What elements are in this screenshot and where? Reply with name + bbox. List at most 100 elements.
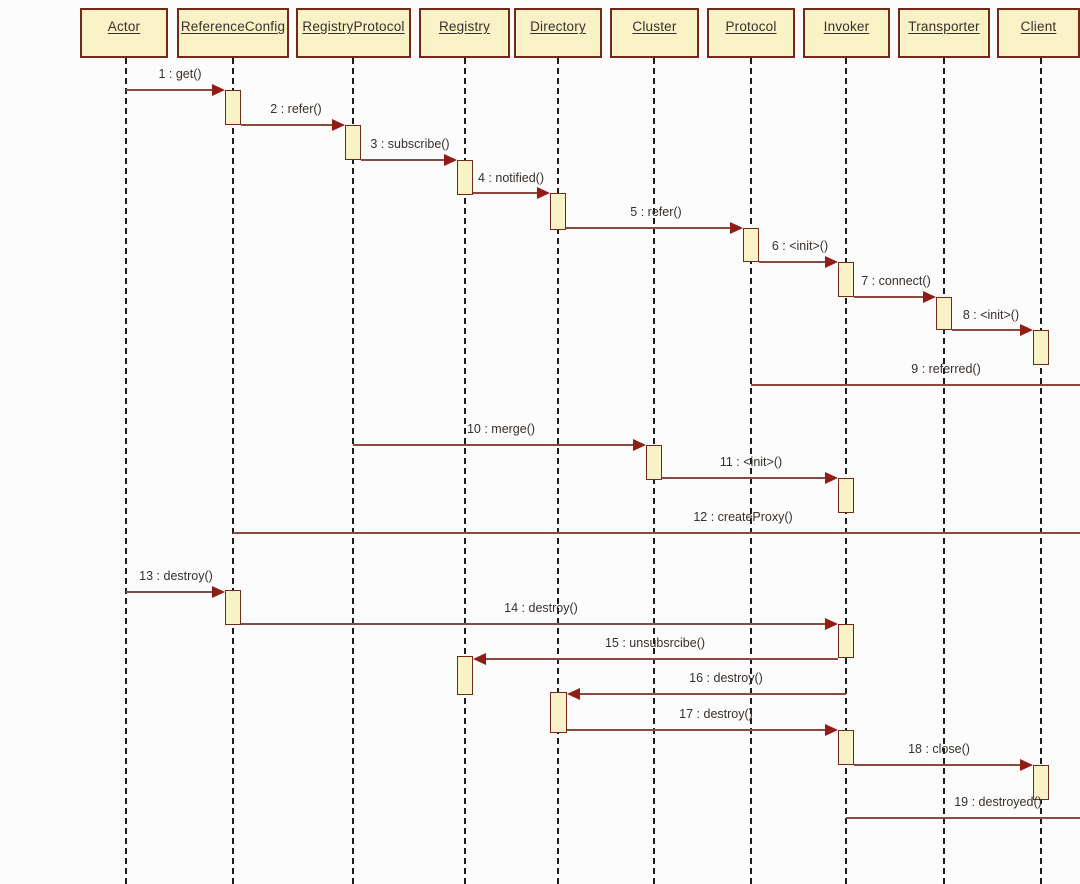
lifeline-actor — [125, 58, 127, 884]
activation-bar-registry — [457, 160, 473, 195]
message-label-8: 8 : <init>() — [962, 308, 1020, 322]
message-line-10 — [353, 444, 635, 446]
lifeline-name-label: Invoker — [823, 19, 870, 34]
lifeline-header-referenceconfig: ReferenceConfig — [177, 8, 289, 58]
arrowhead-right-icon — [444, 154, 457, 166]
lifeline-name-label: Actor — [107, 19, 141, 34]
lifeline-name-label: Client — [1020, 19, 1057, 34]
lifeline-client — [1040, 58, 1042, 884]
arrowhead-right-icon — [537, 187, 550, 199]
message-line-16 — [578, 693, 846, 695]
arrowhead-right-icon — [212, 586, 225, 598]
message-label-6: 6 : <init>() — [771, 239, 829, 253]
lifeline-invoker — [845, 58, 847, 884]
lifeline-header-protocol: Protocol — [707, 8, 795, 58]
arrowhead-right-icon — [825, 618, 838, 630]
message-line-15 — [484, 658, 838, 660]
message-label-7: 7 : connect() — [861, 274, 931, 288]
message-line-2 — [241, 124, 334, 126]
message-line-12 — [233, 532, 1080, 534]
activation-bar-registryprotocol — [345, 125, 361, 160]
message-label-4: 4 : notified() — [477, 171, 545, 185]
message-label-9: 9 : referred() — [911, 362, 981, 376]
lifeline-name-label: Directory — [530, 19, 586, 34]
message-label-2: 2 : refer() — [270, 102, 322, 116]
lifeline-directory — [557, 58, 559, 884]
activation-bar-cluster — [646, 445, 662, 480]
arrowhead-right-icon — [332, 119, 345, 131]
message-label-14: 14 : destroy() — [504, 601, 578, 615]
message-label-13: 13 : destroy() — [139, 569, 213, 583]
arrowhead-right-icon — [730, 222, 743, 234]
message-label-1: 1 : get() — [158, 67, 202, 81]
arrowhead-right-icon — [825, 724, 838, 736]
lifeline-name-label: ReferenceConfig — [180, 19, 286, 34]
message-line-9 — [751, 384, 1080, 386]
message-label-15: 15 : unsubsrcibe() — [604, 636, 706, 650]
arrowhead-right-icon — [825, 472, 838, 484]
activation-bar-client — [1033, 330, 1049, 365]
message-label-5: 5 : refer() — [630, 205, 682, 219]
activation-bar-registry — [457, 656, 473, 695]
message-line-11 — [662, 477, 827, 479]
message-label-10: 10 : merge() — [466, 422, 536, 436]
message-line-4 — [473, 192, 539, 194]
lifeline-header-registry: Registry — [419, 8, 510, 58]
message-label-17: 17 : destroy() — [679, 707, 753, 721]
activation-bar-invoker — [838, 624, 854, 658]
lifeline-registry — [464, 58, 466, 884]
activation-bar-invoker — [838, 262, 854, 297]
message-label-11: 11 : <init>() — [719, 455, 783, 469]
message-line-17 — [567, 729, 827, 731]
arrowhead-right-icon — [212, 84, 225, 96]
message-label-19: 19 : destroyed() — [954, 795, 1042, 809]
lifeline-header-client: Client — [997, 8, 1080, 58]
message-line-5 — [566, 227, 732, 229]
message-line-8 — [952, 329, 1022, 331]
activation-bar-client — [1033, 765, 1049, 800]
activation-bar-directory — [550, 692, 567, 733]
message-line-13 — [126, 591, 214, 593]
arrowhead-right-icon — [633, 439, 646, 451]
lifeline-registryprotocol — [352, 58, 354, 884]
lifeline-name-label: Protocol — [725, 19, 777, 34]
activation-bar-invoker — [838, 478, 854, 513]
lifeline-header-registryprotocol: RegistryProtocol — [296, 8, 411, 58]
lifeline-name-label: Transporter — [908, 19, 980, 34]
lifeline-header-invoker: Invoker — [803, 8, 890, 58]
lifeline-header-transporter: Transporter — [898, 8, 990, 58]
arrowhead-left-icon — [473, 653, 486, 665]
message-line-6 — [759, 261, 827, 263]
arrowhead-left-icon — [567, 688, 580, 700]
message-line-3 — [361, 159, 446, 161]
message-label-3: 3 : subscribe() — [370, 137, 450, 151]
lifeline-name-label: Cluster — [632, 19, 677, 34]
lifeline-protocol — [750, 58, 752, 884]
lifeline-header-actor: Actor — [80, 8, 168, 58]
activation-bar-protocol — [743, 228, 759, 262]
message-line-1 — [126, 89, 214, 91]
message-label-12: 12 : createProxy() — [693, 510, 793, 524]
message-line-14 — [241, 623, 827, 625]
activation-bar-invoker — [838, 730, 854, 765]
activation-bar-referenceconfig — [225, 90, 241, 125]
lifeline-header-cluster: Cluster — [610, 8, 699, 58]
arrowhead-right-icon — [825, 256, 838, 268]
message-line-18 — [854, 764, 1022, 766]
activation-bar-transporter — [936, 297, 952, 330]
lifeline-transporter — [943, 58, 945, 884]
activation-bar-directory — [550, 193, 566, 230]
arrowhead-right-icon — [1020, 324, 1033, 336]
lifeline-name-label: RegistryProtocol — [302, 19, 405, 34]
message-label-18: 18 : close() — [908, 742, 970, 756]
lifeline-header-directory: Directory — [514, 8, 602, 58]
arrowhead-right-icon — [923, 291, 936, 303]
activation-bar-referenceconfig — [225, 590, 241, 625]
arrowhead-right-icon — [1020, 759, 1033, 771]
message-line-7 — [854, 296, 925, 298]
message-label-16: 16 : destroy() — [689, 671, 763, 685]
message-line-19 — [846, 817, 1080, 819]
lifeline-referenceconfig — [232, 58, 234, 884]
lifeline-name-label: Registry — [438, 19, 491, 34]
